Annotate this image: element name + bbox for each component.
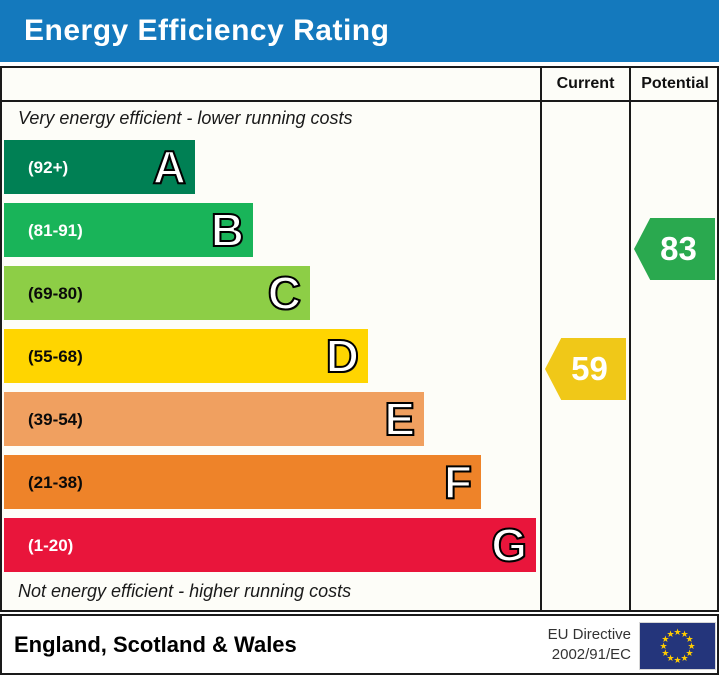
potential-column-divider — [629, 66, 631, 612]
band-letter: G — [490, 518, 528, 572]
svg-text:★: ★ — [686, 634, 694, 644]
svg-text:★: ★ — [661, 634, 669, 644]
band-row-g: (1-20) G — [4, 518, 536, 572]
band-range-label: (39-54) — [28, 410, 83, 429]
title-bar: Energy Efficiency Rating — [0, 0, 719, 62]
top-note: Very energy efficient - lower running co… — [18, 108, 353, 128]
header-row-divider — [0, 100, 719, 102]
svg-text:★: ★ — [680, 653, 688, 663]
band-range-label: (55-68) — [28, 347, 83, 366]
svg-text:★: ★ — [666, 629, 674, 639]
band-row-a: (92+) A — [4, 140, 195, 194]
svg-text:★: ★ — [673, 655, 681, 665]
svg-text:★: ★ — [686, 648, 694, 658]
svg-text:★: ★ — [673, 627, 681, 637]
band-letter: D — [325, 329, 360, 383]
eu-directive-line1: EU Directive — [547, 626, 631, 643]
eu-directive-line2: 2002/91/EC — [551, 646, 631, 663]
column-header-potential: Potential — [641, 75, 709, 92]
current-column-divider — [540, 66, 542, 612]
band-range-label: (81-91) — [28, 221, 83, 240]
column-header-current: Current — [556, 75, 615, 92]
band-row-e: (39-54) E — [4, 392, 424, 446]
current-rating-arrow: 59 — [545, 338, 626, 400]
band-row-d: (55-68) D — [4, 329, 368, 383]
potential-rating-arrow: 83 — [634, 218, 715, 280]
bottom-note: Not energy efficient - higher running co… — [18, 581, 352, 601]
eu-directive-label: EU Directive 2002/91/EC — [548, 625, 631, 665]
band-range-label: (1-20) — [28, 536, 74, 555]
page-title: Energy Efficiency Rating — [24, 14, 390, 47]
band-letter: B — [210, 203, 245, 257]
band-letter: F — [443, 455, 473, 509]
svg-text:★: ★ — [666, 653, 674, 663]
footer-bar: England, Scotland & Wales EU Directive 2… — [0, 614, 719, 675]
band-letter: A — [152, 140, 187, 194]
band-letter: E — [383, 392, 416, 446]
band-row-b: (81-91) B — [4, 203, 253, 257]
svg-text:★: ★ — [661, 648, 669, 658]
band-range-label: (92+) — [28, 158, 69, 177]
svg-text:★: ★ — [680, 629, 688, 639]
band-range-label: (21-38) — [28, 473, 83, 492]
band-row-c: (69-80) C — [4, 266, 310, 320]
band-range-label: (69-80) — [28, 284, 83, 303]
eu-flag-icon: ★ ★ ★ ★ ★ ★ ★ ★ ★ ★ ★ ★ — [639, 622, 716, 670]
svg-text:★: ★ — [687, 641, 695, 651]
svg-text:★: ★ — [659, 641, 667, 651]
region-label: England, Scotland & Wales — [14, 632, 297, 657]
band-letter: C — [267, 266, 302, 320]
band-row-f: (21-38) F — [4, 455, 481, 509]
